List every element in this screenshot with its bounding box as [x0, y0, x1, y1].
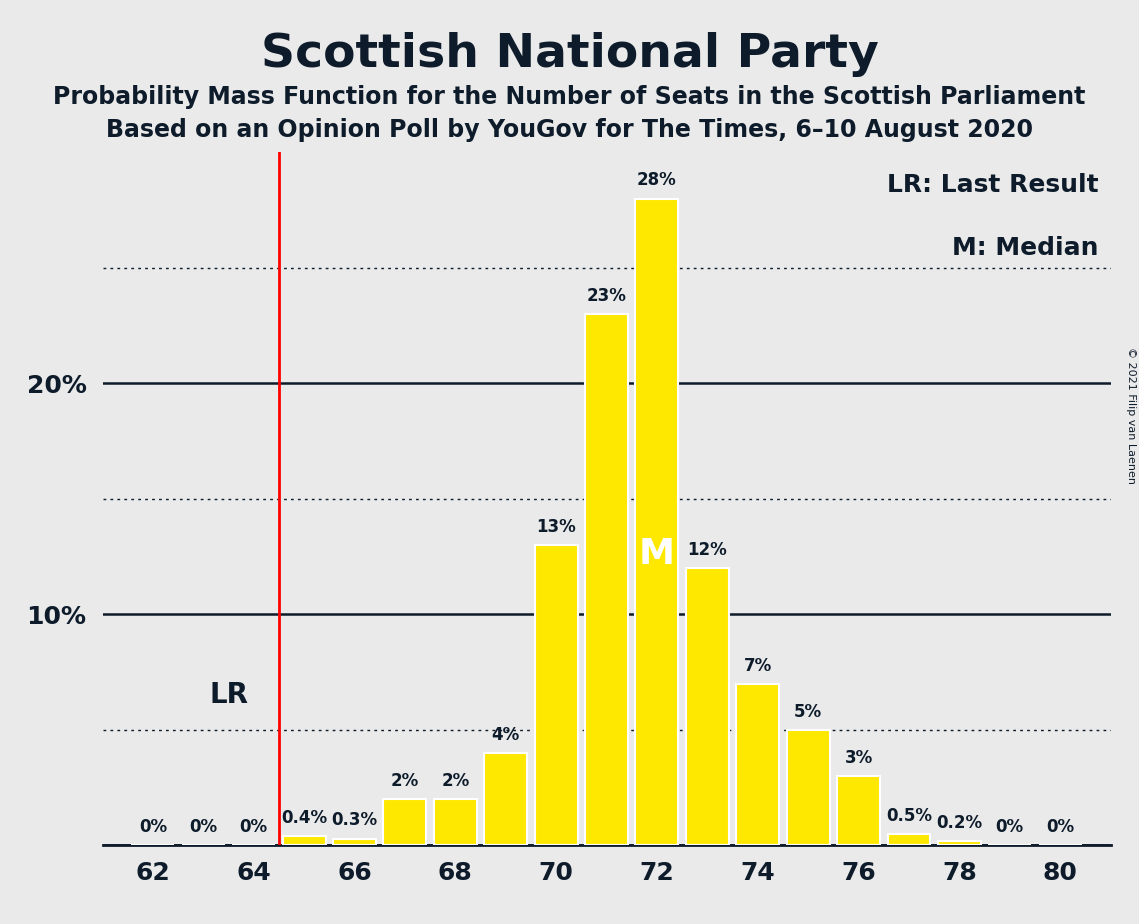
- Bar: [636, 199, 679, 845]
- Text: 0%: 0%: [1046, 819, 1074, 836]
- Bar: [937, 841, 981, 845]
- Text: M: Median: M: Median: [952, 236, 1098, 260]
- Bar: [837, 776, 880, 845]
- Text: Probability Mass Function for the Number of Seats in the Scottish Parliament: Probability Mass Function for the Number…: [54, 85, 1085, 109]
- Text: 7%: 7%: [744, 657, 772, 675]
- Bar: [282, 836, 326, 845]
- Text: 0%: 0%: [189, 819, 218, 836]
- Text: 13%: 13%: [536, 518, 576, 536]
- Bar: [787, 730, 829, 845]
- Text: 0.4%: 0.4%: [281, 809, 327, 827]
- Text: 4%: 4%: [492, 726, 519, 744]
- Text: 12%: 12%: [688, 541, 727, 559]
- Text: M: M: [639, 538, 675, 571]
- Text: 0.5%: 0.5%: [886, 807, 932, 825]
- Text: © 2021 Filip van Laenen: © 2021 Filip van Laenen: [1126, 347, 1136, 484]
- Text: 2%: 2%: [441, 772, 469, 790]
- Text: 0.3%: 0.3%: [331, 811, 377, 830]
- Bar: [887, 834, 931, 845]
- Text: 0%: 0%: [139, 819, 167, 836]
- Bar: [484, 753, 527, 845]
- Bar: [384, 799, 426, 845]
- Text: 0%: 0%: [239, 819, 268, 836]
- Bar: [686, 568, 729, 845]
- Text: 0.2%: 0.2%: [936, 814, 982, 832]
- Bar: [736, 684, 779, 845]
- Bar: [434, 799, 477, 845]
- Bar: [333, 839, 376, 845]
- Text: 23%: 23%: [587, 287, 626, 305]
- Bar: [534, 545, 577, 845]
- Text: LR: LR: [210, 681, 248, 710]
- Text: LR: Last Result: LR: Last Result: [887, 174, 1098, 197]
- Text: Based on an Opinion Poll by YouGov for The Times, 6–10 August 2020: Based on an Opinion Poll by YouGov for T…: [106, 118, 1033, 142]
- Text: 0%: 0%: [995, 819, 1024, 836]
- Text: 5%: 5%: [794, 703, 822, 721]
- Text: 28%: 28%: [637, 172, 677, 189]
- Bar: [585, 314, 628, 845]
- Text: 2%: 2%: [391, 772, 419, 790]
- Text: 3%: 3%: [844, 749, 872, 767]
- Text: Scottish National Party: Scottish National Party: [261, 32, 878, 78]
